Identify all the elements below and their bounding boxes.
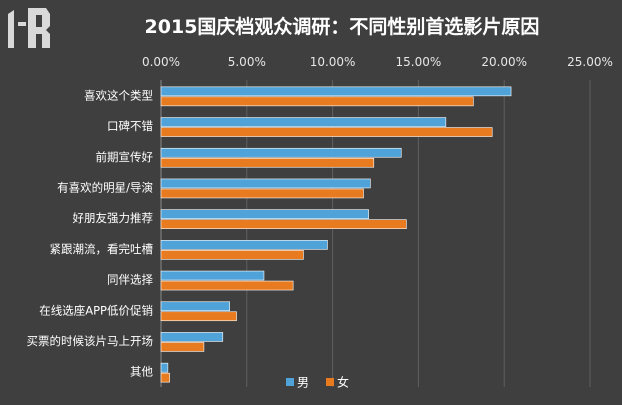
bar-female xyxy=(160,372,170,383)
bar-male xyxy=(160,240,328,250)
bar-male xyxy=(160,332,224,342)
bar-female xyxy=(160,188,364,199)
bar-male xyxy=(160,209,369,219)
bar-male xyxy=(160,301,230,312)
bar-male xyxy=(160,86,512,97)
x-tick-label: 5.00% xyxy=(228,55,266,69)
x-tick-label: 20.00% xyxy=(481,55,527,69)
category-label: 其他 xyxy=(130,365,153,379)
bar-male xyxy=(160,117,447,127)
legend-label: 男 xyxy=(297,376,309,390)
bar-female xyxy=(160,157,375,168)
category-label: 有喜欢的明星/导演 xyxy=(57,180,153,194)
category-label: 口碑不错 xyxy=(107,119,153,133)
bar-female xyxy=(160,96,474,107)
legend-label: 女 xyxy=(337,375,349,390)
legend-swatch xyxy=(326,378,334,386)
x-tick-label: 10.00% xyxy=(310,55,356,69)
x-tick-label: 25.00% xyxy=(567,55,613,69)
bar-male xyxy=(160,147,402,158)
legend-swatch xyxy=(286,378,294,386)
chart-title: 2015国庆档观众调研：不同性别首选影片原因 xyxy=(144,16,540,38)
bar-male xyxy=(160,362,169,373)
logo-icon xyxy=(8,8,50,48)
category-label: 在线选座APP低价促销 xyxy=(39,303,153,317)
bar-female xyxy=(160,127,493,137)
bar-female xyxy=(160,280,294,291)
category-label: 喜欢这个类型 xyxy=(84,88,153,102)
bar-female xyxy=(160,342,205,352)
bar-male xyxy=(160,178,371,189)
category-label: 同伴选择 xyxy=(107,273,153,287)
bar-male xyxy=(160,270,265,281)
bar-female xyxy=(160,311,237,322)
category-label: 好朋友强力推荐 xyxy=(73,211,154,225)
x-tick-label: 0.00% xyxy=(142,55,180,69)
x-tick-label: 15.00% xyxy=(396,55,442,69)
bar-female xyxy=(160,219,407,229)
category-label: 买票的时候该片马上开场 xyxy=(27,334,154,348)
category-label: 紧跟潮流，看完吐槽 xyxy=(50,242,154,256)
bar-female xyxy=(160,250,304,260)
category-label: 前期宣传好 xyxy=(96,150,154,164)
